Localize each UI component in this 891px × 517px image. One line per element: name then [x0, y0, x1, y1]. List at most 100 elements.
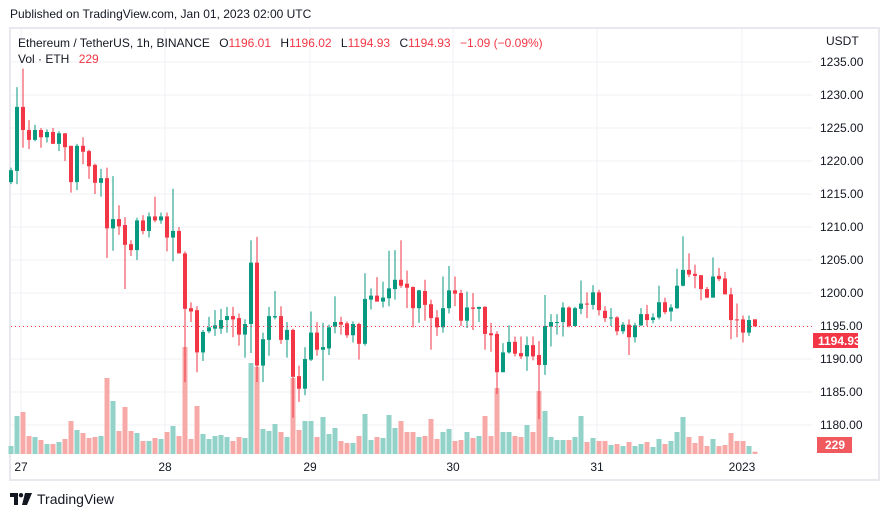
candle[interactable]: [147, 212, 151, 238]
candle[interactable]: [129, 240, 133, 257]
candle[interactable]: [267, 306, 271, 356]
candle[interactable]: [81, 137, 85, 165]
candle[interactable]: [687, 253, 691, 278]
candle[interactable]: [123, 217, 127, 290]
candle[interactable]: [159, 212, 163, 224]
candle[interactable]: [543, 294, 547, 375]
candle[interactable]: [435, 310, 439, 336]
candle[interactable]: [513, 336, 517, 357]
candle[interactable]: [309, 311, 313, 361]
candle[interactable]: [363, 273, 367, 346]
candle[interactable]: [525, 336, 529, 371]
candle[interactable]: [717, 267, 721, 282]
candle[interactable]: [573, 306, 577, 327]
candle[interactable]: [603, 306, 607, 323]
candle[interactable]: [567, 306, 571, 328]
candle[interactable]: [405, 270, 409, 309]
candle[interactable]: [111, 176, 115, 251]
candle[interactable]: [693, 264, 697, 289]
candle[interactable]: [705, 287, 709, 299]
candle[interactable]: [321, 322, 325, 381]
candle[interactable]: [357, 322, 361, 360]
candle[interactable]: [549, 314, 553, 347]
candle[interactable]: [99, 168, 103, 197]
candle[interactable]: [681, 236, 685, 287]
candle[interactable]: [285, 322, 289, 358]
candle[interactable]: [339, 316, 343, 335]
candle[interactable]: [471, 293, 475, 330]
candle[interactable]: [555, 314, 559, 335]
candle[interactable]: [243, 319, 247, 358]
candle[interactable]: [585, 292, 589, 319]
candle[interactable]: [627, 319, 631, 356]
candle[interactable]: [141, 215, 145, 235]
candle[interactable]: [297, 365, 301, 402]
candle[interactable]: [135, 217, 139, 260]
candle[interactable]: [255, 236, 259, 383]
candle[interactable]: [345, 321, 349, 338]
candle[interactable]: [189, 302, 193, 323]
candle[interactable]: [675, 268, 679, 309]
candle[interactable]: [657, 285, 661, 320]
candle[interactable]: [369, 288, 373, 310]
candle[interactable]: [381, 281, 385, 308]
candle[interactable]: [21, 68, 25, 148]
candle[interactable]: [735, 303, 739, 338]
candle[interactable]: [201, 329, 205, 361]
candle[interactable]: [327, 324, 331, 356]
candle[interactable]: [429, 299, 433, 350]
candle[interactable]: [45, 129, 49, 143]
candle[interactable]: [723, 271, 727, 295]
candle[interactable]: [279, 306, 283, 344]
candle[interactable]: [57, 131, 61, 152]
candle[interactable]: [375, 277, 379, 302]
candle[interactable]: [315, 322, 319, 356]
candle[interactable]: [531, 336, 535, 361]
candle[interactable]: [699, 275, 703, 301]
candle[interactable]: [747, 315, 751, 336]
candle[interactable]: [417, 289, 421, 323]
candle[interactable]: [87, 149, 91, 179]
candle[interactable]: [495, 331, 499, 394]
candle[interactable]: [27, 120, 31, 150]
candle[interactable]: [489, 322, 493, 352]
volume-label[interactable]: Vol · ETH: [18, 52, 70, 66]
candle[interactable]: [393, 250, 397, 300]
candle[interactable]: [75, 143, 79, 191]
candle[interactable]: [207, 316, 211, 334]
candle[interactable]: [453, 276, 457, 307]
candle[interactable]: [621, 322, 625, 334]
candle[interactable]: [15, 87, 19, 185]
candle[interactable]: [459, 289, 463, 326]
candle[interactable]: [615, 316, 619, 336]
candle[interactable]: [117, 205, 121, 235]
candle[interactable]: [153, 196, 157, 223]
candle[interactable]: [609, 308, 613, 326]
candle[interactable]: [303, 347, 307, 396]
candle[interactable]: [561, 302, 565, 337]
candle[interactable]: [651, 313, 655, 324]
price-axis[interactable]: USDT 1235.00 1230.00 1225.00 1220.00 1215.00…: [820, 34, 864, 432]
candle[interactable]: [753, 319, 757, 327]
candle[interactable]: [237, 313, 241, 346]
candle[interactable]: [669, 304, 673, 322]
candle[interactable]: [249, 240, 253, 354]
candle[interactable]: [645, 304, 649, 326]
tradingview-logo[interactable]: TradingView: [10, 491, 114, 507]
symbol-title[interactable]: Ethereum / TetherUS, 1h, BINANCE: [18, 36, 210, 50]
time-axis[interactable]: 27 28 29 30 31 2023: [14, 460, 755, 474]
candle[interactable]: [639, 308, 643, 326]
candle[interactable]: [411, 286, 415, 328]
candle[interactable]: [729, 287, 733, 340]
candle[interactable]: [39, 128, 43, 148]
candle[interactable]: [63, 133, 67, 161]
candle[interactable]: [477, 306, 481, 323]
candle[interactable]: [387, 250, 391, 307]
candle[interactable]: [261, 332, 265, 383]
candle[interactable]: [519, 336, 523, 359]
candle[interactable]: [291, 328, 295, 418]
candle[interactable]: [483, 306, 487, 350]
candle[interactable]: [177, 227, 181, 254]
candle[interactable]: [333, 296, 337, 334]
candle[interactable]: [33, 124, 37, 142]
